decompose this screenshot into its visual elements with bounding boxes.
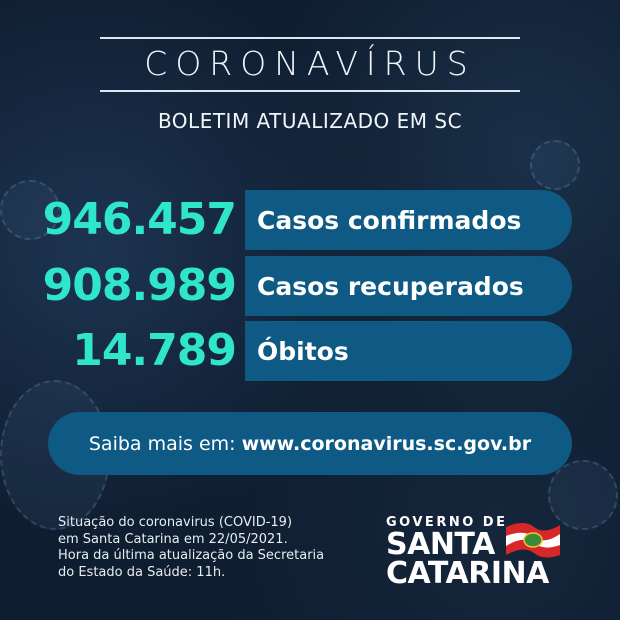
- stat-label: Casos confirmados: [245, 190, 572, 250]
- government-logo: GOVERNO DE SANTA CATARINA: [386, 515, 566, 593]
- divider: [100, 37, 520, 39]
- stat-deaths: 14.789 Óbitos: [0, 321, 620, 381]
- logo-line: GOVERNO DE: [386, 515, 508, 530]
- logo-line: SANTA: [386, 527, 495, 562]
- virus-decoration: [530, 140, 580, 190]
- stat-label: Óbitos: [245, 321, 572, 381]
- logo-line: CATARINA: [386, 556, 549, 591]
- stat-value: 908.989: [42, 260, 237, 311]
- flag-icon: [506, 523, 560, 558]
- more-info-link[interactable]: Saiba mais em: www.coronavirus.sc.gov.br: [48, 412, 572, 475]
- footer-line: Hora da última atualização da Secretaria: [58, 548, 325, 563]
- stat-value: 14.789: [72, 325, 237, 376]
- link-prefix: Saiba mais em:: [88, 432, 236, 455]
- page-title: CORONAVÍRUS: [144, 44, 476, 83]
- footer-line: em Santa Catarina em 22/05/2021.: [58, 531, 288, 547]
- page-subtitle: BOLETIM ATUALIZADO EM SC: [157, 109, 463, 133]
- virus-decoration: [548, 460, 618, 530]
- stat-value: 946.457: [42, 194, 237, 245]
- footer-note: Situação do coronavirus (COVID-19) em Sa…: [58, 515, 324, 581]
- stat-confirmed: 946.457 Casos confirmados: [0, 190, 620, 250]
- divider: [100, 90, 520, 92]
- virus-decoration: [0, 180, 60, 240]
- footer-line: do Estado da Saúde: 11h.: [58, 564, 226, 580]
- link-url[interactable]: www.coronavirus.sc.gov.br: [241, 432, 532, 455]
- stat-label: Casos recuperados: [245, 256, 572, 316]
- footer-line: Situação do coronavirus (COVID-19): [58, 515, 293, 530]
- stat-recovered: 908.989 Casos recuperados: [0, 256, 620, 316]
